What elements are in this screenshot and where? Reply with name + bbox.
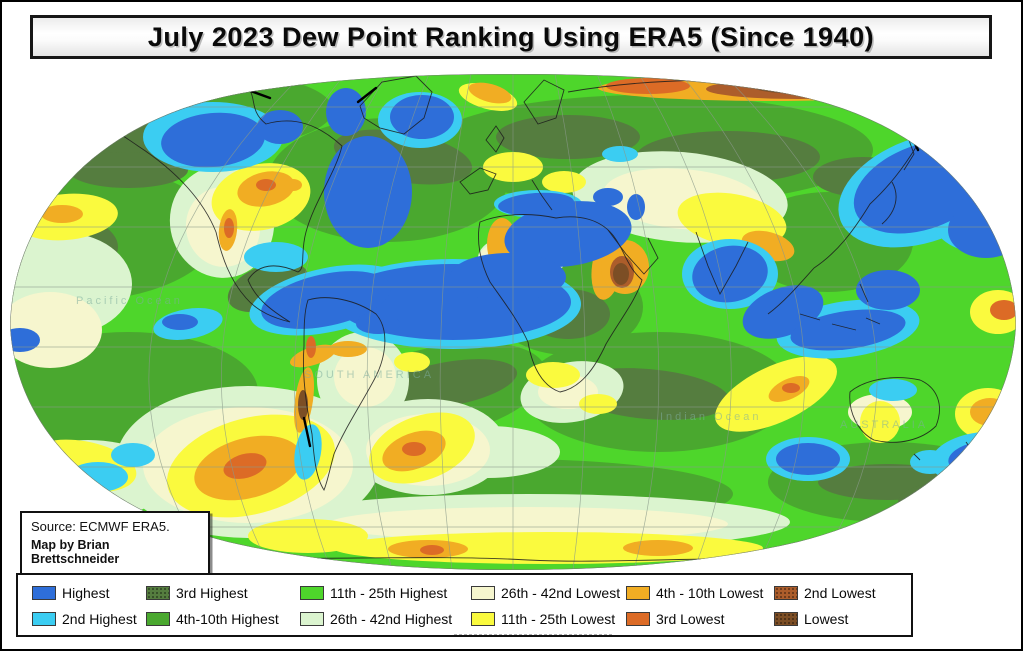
credit-line: Map by Brian Brettschneider <box>31 538 120 566</box>
legend-swatch <box>32 586 56 600</box>
legend-label: 26th - 42nd Highest <box>330 611 453 627</box>
map-layer-dark-orange <box>223 78 1016 555</box>
legend-label: Highest <box>62 585 110 601</box>
legend-label: 11th - 25th Highest <box>330 585 448 601</box>
legend-item: 2nd Highest <box>32 611 146 627</box>
legend-swatch <box>300 586 324 600</box>
legend-swatch <box>32 612 56 626</box>
legend-item: 4th-10th Highest <box>146 611 300 627</box>
legend-label: 4th - 10th Lowest <box>656 585 764 601</box>
map-watermark-labels: Pacific Ocean SOUTH AMERICA Indian Ocean… <box>76 295 928 431</box>
label-south-america: SOUTH AMERICA <box>304 369 434 381</box>
title-box: July 2023 Dew Point Ranking Using ERA5 (… <box>30 15 992 59</box>
world-map-container: Pacific Ocean SOUTH AMERICA Indian Ocean… <box>8 62 1019 572</box>
legend-item: 2nd Lowest <box>774 585 889 601</box>
legend-label: 4th-10th Highest <box>176 611 279 627</box>
label-indian-ocean: Indian Ocean <box>660 411 761 423</box>
legend-label: 11th - 25th Lowest <box>501 611 616 627</box>
legend-label: 3rd Lowest <box>656 611 725 627</box>
page-title: July 2023 Dew Point Ranking Using ERA5 (… <box>147 21 875 52</box>
world-map-image: Pacific Ocean SOUTH AMERICA Indian Ocean… <box>10 74 1016 570</box>
legend-item: Highest <box>32 585 146 601</box>
legend-swatch <box>300 612 324 626</box>
legend-label: Lowest <box>804 611 849 627</box>
legend: Highest 2nd Highest 3rd Highest 4th-10th… <box>16 573 913 637</box>
legend-item: 26th - 42nd Lowest <box>471 585 626 601</box>
legend-swatch <box>626 612 650 626</box>
legend-swatch <box>626 586 650 600</box>
source-line: Source: ECMWF ERA5. <box>31 519 170 534</box>
legend-label: 3rd Highest <box>176 585 248 601</box>
legend-item: Lowest <box>774 611 889 627</box>
legend-swatch <box>146 612 170 626</box>
label-pacific-ocean: Pacific Ocean <box>76 295 183 307</box>
legend-label: 2nd Highest <box>62 611 137 627</box>
legend-swatch <box>146 586 170 600</box>
legend-label: 26th - 42nd Lowest <box>501 585 621 601</box>
label-australia: AUSTRALIA <box>840 419 928 431</box>
footer-artifact <box>454 634 612 635</box>
source-box: Source: ECMWF ERA5. Map by Brian Brettsc… <box>20 511 210 575</box>
legend-swatch <box>774 612 798 626</box>
legend-item: 4th - 10th Lowest <box>626 585 774 601</box>
legend-swatch <box>471 586 495 600</box>
legend-item: 11th - 25th Lowest <box>471 611 626 627</box>
legend-item: 26th - 42nd Highest <box>300 611 471 627</box>
legend-swatch <box>774 586 798 600</box>
legend-swatch <box>471 612 495 626</box>
legend-item: 11th - 25th Highest <box>300 585 471 601</box>
legend-item: 3rd Lowest <box>626 611 774 627</box>
legend-label: 2nd Lowest <box>804 585 876 601</box>
legend-item: 3rd Highest <box>146 585 300 601</box>
